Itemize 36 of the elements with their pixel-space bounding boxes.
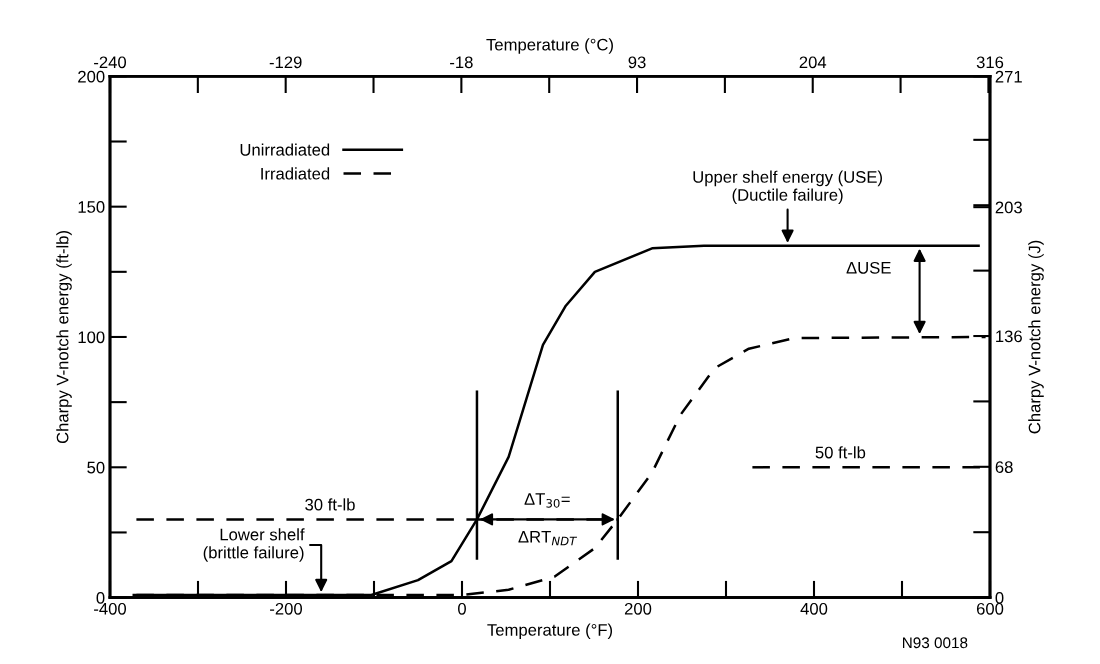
annotation: Upper shelf energy (USE) (Ductile failure) [693,170,882,205]
annotation: ΔUSE [846,261,891,274]
annotation: 50 ft-lb [815,446,866,459]
y-tick-label: 0 [96,592,105,604]
x2-tick-label: -18 [450,56,473,69]
x-tick-label: 600 [976,602,1004,615]
y-tick-label: 200 [78,70,105,83]
y2-tick-label: 68 [995,461,1013,474]
x2-tick-label: 93 [628,56,646,69]
x-tick-label: 400 [800,602,828,615]
y2-tick-label: 136 [996,330,1022,343]
x2-axis-title: Temperature (°C) [486,38,613,54]
x-tick-label: 0 [458,602,466,615]
x2-tick-label: -129 [269,56,302,69]
x2-tick-label: 204 [799,56,827,69]
y-tick-label: 150 [78,201,105,213]
y-tick-label: 100 [78,331,105,344]
y2-axis-title: Charpy V-notch energy (J) [1028,240,1044,434]
annotation: 30 ft-lb [305,498,355,511]
x-tick-label: -200 [270,602,303,615]
x2-tick-label: -240 [94,56,127,69]
text: N93 0018 [903,637,968,649]
legend-label: Unirradiated [240,143,330,156]
x-axis-title: Temperature (°F) [487,623,613,640]
annotation: ΔRT$_{NDT}$ [518,531,578,546]
x-tick-label: 200 [624,602,652,615]
x2-tick-label: 316 [976,56,1004,69]
y-axis-title: Charpy V-notch energy (ft-lb) [56,231,72,444]
annotation: ΔT$_{30}$= [524,493,570,508]
y2-tick-label: 0 [995,592,1004,604]
y-tick-label: 50 [87,461,105,474]
y2-tick-label: 203 [995,201,1022,214]
annotation: Lower shelf (brittle failure) [203,528,305,562]
y2-tick-label: 271 [995,70,1022,83]
x-tick-label: -400 [94,602,127,615]
legend-label: Irradiated [261,167,330,180]
